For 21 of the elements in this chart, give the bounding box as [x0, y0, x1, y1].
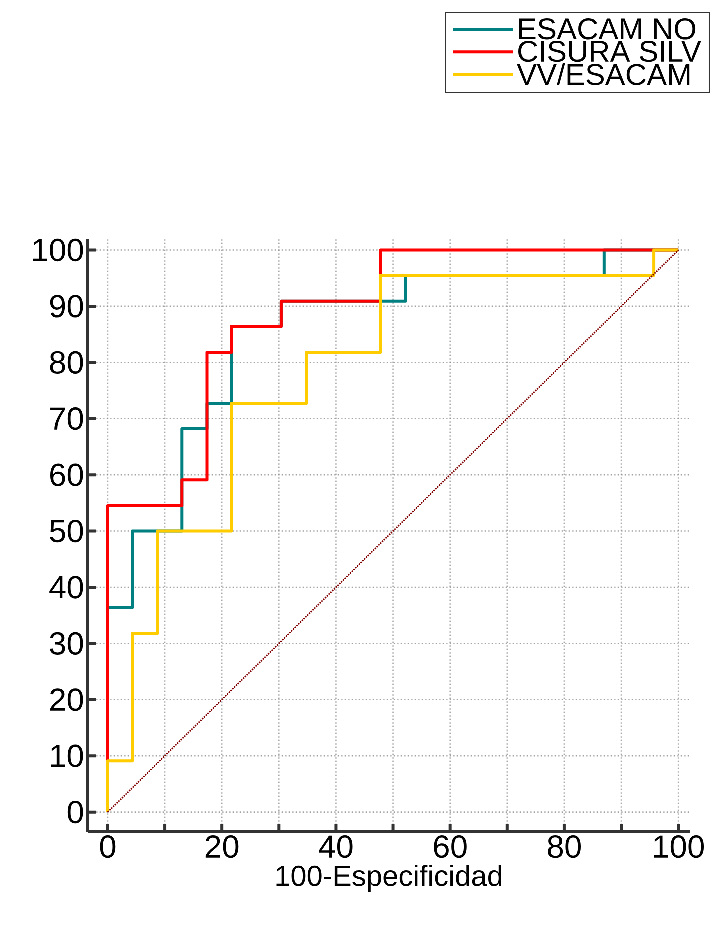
x-tick-label: 100	[654, 836, 704, 858]
legend-label: VV/ESACAM	[517, 63, 690, 86]
y-tick-label: 10	[51, 744, 84, 768]
x-tick-label: 80	[548, 836, 581, 858]
y-tick-label: 80	[50, 351, 84, 374]
y-tick-label: 90	[50, 295, 84, 318]
y-tick-label: 70	[50, 408, 84, 430]
legend-label: CISURA SILV	[518, 40, 702, 62]
x-tick-label: 40	[319, 836, 353, 858]
y-tick-label: 40	[50, 576, 84, 599]
y-tick-label: 30	[50, 632, 84, 656]
y-tick-label: 50	[50, 520, 84, 543]
legend-label: ESACAM NO	[519, 18, 696, 40]
y-tick-label: 20	[50, 688, 84, 712]
y-tick-label: 0	[68, 801, 84, 824]
y-tick-label: 100	[34, 238, 84, 262]
x-axis-title: 100-Especificidad	[276, 865, 502, 892]
x-tick-label: 60	[434, 836, 467, 858]
x-tick-label: 0	[100, 836, 116, 858]
x-tick-label: 20	[206, 836, 239, 858]
y-tick-label: 60	[50, 464, 84, 486]
